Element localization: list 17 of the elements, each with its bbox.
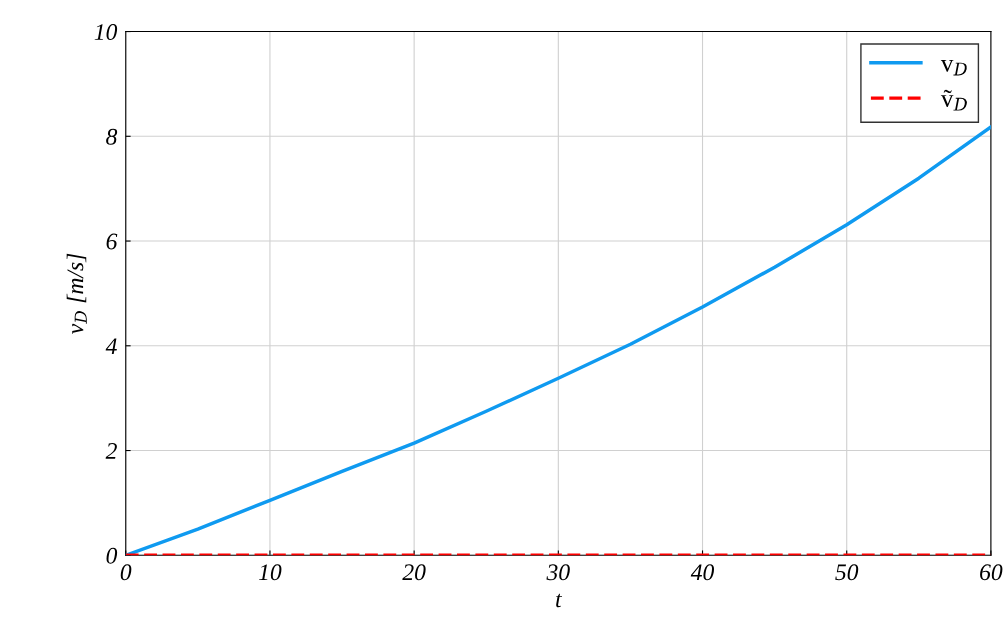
legend-label: v$_{D}$ <box>940 60 967 76</box>
x-tick-label: 0 <box>120 564 132 581</box>
y-axis-title: v$_{D}$ [m/s] <box>66 253 87 334</box>
y-tick-label: 4 <box>105 338 117 354</box>
legend-label: ṽ$_{D}$ <box>940 89 967 111</box>
x-tick-label: 30 <box>546 564 570 581</box>
x-tick-label: 50 <box>835 564 859 581</box>
y-tick-label: 6 <box>106 233 118 250</box>
x-tick-label: 60 <box>980 564 1003 581</box>
y-tick-label: 2 <box>105 443 117 459</box>
x-tick-label: 10 <box>258 564 282 581</box>
x-tick-label: 20 <box>402 564 426 581</box>
x-axis-title: t <box>556 593 563 608</box>
y-tick-label: 8 <box>106 128 118 145</box>
x-tick-label: 40 <box>690 564 715 581</box>
y-tick-label: 0 <box>106 547 118 564</box>
y-tick-label: 10 <box>94 24 118 40</box>
